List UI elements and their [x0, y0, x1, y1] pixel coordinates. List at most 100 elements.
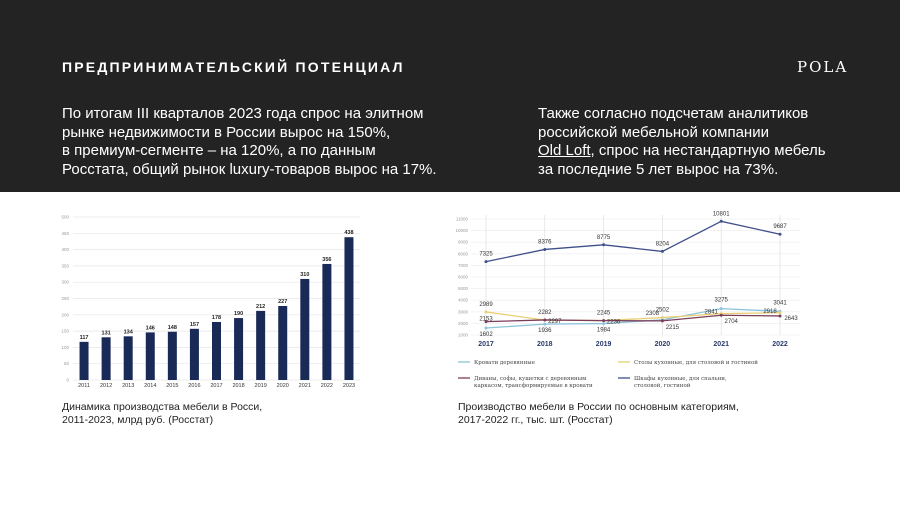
bar-x-tick-label: 2021: [299, 383, 311, 389]
line-chart-y-tick-label: 11000: [456, 217, 469, 222]
line-chart-y-tick-label: 10000: [455, 228, 468, 233]
brand-logo: POLA: [797, 58, 849, 76]
line-chart-y-tick-label: 9000: [458, 240, 469, 245]
bar-value-label: 131: [102, 330, 111, 336]
bar-chart-y-tick-label: 0: [66, 378, 69, 383]
line-chart-y-tick-label: 5000: [458, 286, 469, 291]
intro-right-line: за последние 5 лет вырос на 73%.: [538, 160, 779, 178]
bar-x-tick-label: 2013: [122, 383, 134, 389]
series-point: [543, 247, 547, 251]
series-data-label: 2215: [666, 325, 680, 331]
caption-line: 2017-2022 гг., тыс. шт. (Росстат): [458, 414, 613, 426]
line-x-tick-label: 2020: [655, 341, 671, 348]
line-chart-y-tick-label: 8000: [458, 251, 469, 256]
line-chart-y-tick-label: 2000: [458, 321, 469, 326]
line-x-tick-label: 2018: [537, 341, 553, 348]
series-point: [484, 260, 488, 264]
bar: [123, 336, 133, 380]
line-x-tick-label: 2021: [713, 341, 729, 348]
bar-chart-y-tick-label: 450: [61, 231, 69, 236]
series-point: [660, 249, 664, 253]
bar-x-tick-label: 2016: [188, 383, 200, 389]
series-point: [719, 313, 723, 317]
series-data-label: 2282: [538, 310, 552, 316]
bar-value-label: 178: [212, 315, 221, 321]
line-chart-y-tick-label: 6000: [458, 275, 469, 280]
line-chart-caption: Производство мебели в России по основным…: [458, 401, 798, 427]
legend-label: столовой, гостиной: [634, 383, 691, 389]
series-point: [660, 319, 664, 323]
caption-line: 2011-2023, млрд руб. (Росстат): [62, 414, 214, 426]
bar: [256, 310, 266, 380]
series-data-label: 2308: [646, 311, 660, 317]
series-point: [543, 318, 547, 322]
bar-x-tick-label: 2015: [166, 383, 178, 389]
bar: [189, 328, 199, 380]
intro-left-line: По итогам III кварталов 2023 года спрос …: [62, 105, 424, 122]
series-data-label: 2297: [548, 319, 562, 325]
series-data-label: 3275: [715, 298, 729, 304]
series-point: [484, 320, 488, 324]
series-data-label: 2153: [479, 317, 493, 323]
legend-label: Кровати деревянные: [474, 360, 535, 366]
bar-chart-y-tick-label: 300: [61, 280, 69, 285]
series-data-label: 1602: [479, 332, 493, 338]
intro-left-line: Росстата, общий рынок luxury-товаров выр…: [62, 160, 437, 178]
bar-value-label: 157: [190, 322, 199, 328]
line-x-tick-label: 2022: [772, 341, 788, 348]
series-point: [778, 232, 782, 236]
bar-x-tick-label: 2012: [100, 383, 112, 389]
series-data-label: 8376: [538, 239, 552, 245]
series-data-label: 2236: [607, 320, 621, 326]
series-data-label: 2245: [597, 311, 611, 317]
bar: [212, 321, 221, 380]
bar-value-label: 134: [124, 329, 134, 335]
bar-chart-y-tick-label: 250: [61, 296, 69, 301]
bar-value-label: 212: [256, 304, 265, 310]
bar-x-tick-label: 2019: [255, 383, 267, 389]
series-data-label: 2704: [725, 319, 739, 325]
bar-x-tick-label: 2020: [277, 383, 289, 389]
bar: [322, 263, 332, 380]
bar-x-tick-label: 2017: [210, 383, 222, 389]
series-point: [660, 316, 664, 320]
series-point: [602, 319, 606, 323]
series-point: [484, 326, 488, 330]
line-chart-y-tick-label: 1000: [458, 333, 469, 338]
bar-x-tick-label: 2023: [343, 383, 355, 389]
series-data-label: 7325: [479, 252, 493, 258]
line-chart-y-tick-label: 4000: [458, 298, 469, 303]
bar-value-label: 227: [278, 299, 287, 305]
old-loft-link[interactable]: Old Loft: [538, 142, 591, 159]
series-point: [602, 322, 606, 326]
bar-chart-y-tick-label: 500: [61, 215, 69, 220]
series-point: [719, 307, 723, 311]
intro-right-line-rest: , спрос на нестандартную мебель: [590, 142, 826, 159]
bar: [79, 341, 89, 380]
series-data-label: 8204: [656, 241, 670, 247]
bar-chart-y-tick-label: 50: [64, 361, 70, 366]
bar: [278, 305, 288, 380]
bar-chart-y-tick-label: 100: [61, 345, 69, 350]
line-chart-y-tick-label: 7000: [458, 263, 469, 268]
intro-left-line: рынке недвижимости в России вырос на 150…: [62, 123, 391, 141]
bar-chart-y-tick-label: 400: [61, 247, 69, 252]
series-data-label: 1936: [538, 328, 552, 334]
bar-value-label: 190: [234, 311, 243, 317]
bar-x-tick-label: 2018: [232, 383, 244, 389]
bar-x-tick-label: 2011: [78, 383, 90, 389]
line-chart-y-tick-label: 3000: [458, 309, 469, 314]
series-point: [484, 310, 488, 314]
intro-right-line: российской мебельной компании: [538, 123, 769, 141]
bar: [167, 331, 177, 380]
series-data-label: 2918: [763, 309, 777, 315]
legend-label: Диваны, софы, кушетки с деревянным: [474, 375, 587, 382]
intro-text-left: По итогам III кварталов 2023 года спрос …: [62, 105, 462, 179]
intro-right-line: Также согласно подсчетам аналитиков: [538, 105, 809, 122]
intro-left-line: в премиум-сегменте – на 120%, а по данны…: [62, 142, 376, 159]
series-line: [485, 311, 781, 322]
series-point: [602, 243, 606, 247]
